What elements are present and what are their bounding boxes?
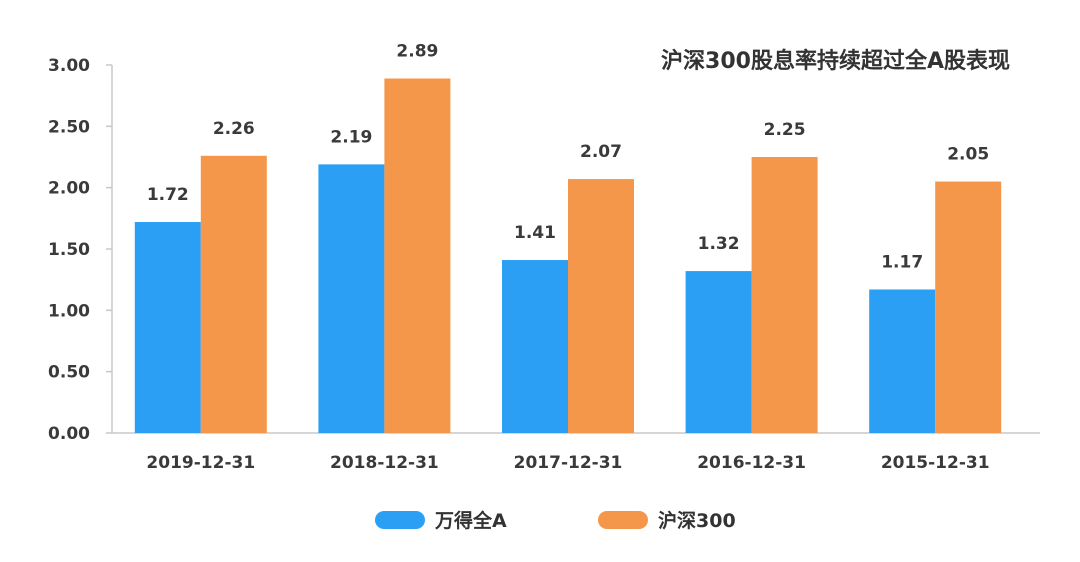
bar bbox=[318, 164, 385, 434]
axes: 0.00 0.50 1.00 1.50 2.00 2.50 3.00 2019-12-31 20… bbox=[48, 56, 1040, 473]
y-tick-label: 1.00 bbox=[48, 301, 90, 321]
x-tick-label: 2015-12-31 bbox=[881, 453, 990, 473]
y-tick-label: 0.00 bbox=[48, 424, 90, 444]
y-tick-label: 1.50 bbox=[48, 240, 90, 260]
data-label: 2.05 bbox=[947, 145, 989, 165]
bar bbox=[869, 289, 936, 433]
y-tick-label: 0.50 bbox=[48, 363, 90, 383]
bar bbox=[568, 179, 634, 433]
data-label: 2.89 bbox=[396, 41, 438, 61]
bar bbox=[502, 260, 568, 433]
data-label: 2.19 bbox=[330, 127, 372, 147]
data-label: 2.25 bbox=[764, 120, 806, 140]
bar bbox=[384, 78, 451, 433]
data-label: 1.72 bbox=[147, 185, 189, 205]
data-label: 1.32 bbox=[698, 234, 740, 254]
data-label: 2.07 bbox=[580, 142, 622, 162]
legend-swatch bbox=[598, 511, 648, 529]
data-label: 1.17 bbox=[881, 252, 923, 272]
x-tick-label: 2016-12-31 bbox=[697, 453, 806, 473]
bar bbox=[935, 181, 1002, 433]
y-tick-label: 2.50 bbox=[48, 117, 90, 137]
x-tick-label: 2017-12-31 bbox=[514, 453, 623, 473]
y-tick-label: 3.00 bbox=[48, 56, 90, 76]
bar bbox=[751, 157, 818, 433]
y-tick-label: 2.00 bbox=[48, 179, 90, 199]
bar bbox=[134, 222, 201, 433]
data-label: 2.26 bbox=[213, 119, 255, 139]
bars bbox=[134, 78, 1002, 434]
bar bbox=[200, 155, 267, 434]
legend-label: 万得全A bbox=[434, 509, 507, 532]
x-tick-label: 2018-12-31 bbox=[330, 453, 439, 473]
chart-title: 沪深300股息率持续超过全A股表现 bbox=[661, 48, 1010, 74]
data-label: 1.41 bbox=[514, 223, 556, 243]
legend-label: 沪深300 bbox=[658, 509, 736, 532]
data-labels: 1.72 2.26 2.19 2.89 1.41 2.07 1.32 2.25 1.17 2.05 bbox=[147, 41, 989, 272]
legend: 万得全A 沪深300 bbox=[375, 509, 736, 532]
x-tick-label: 2019-12-31 bbox=[146, 453, 255, 473]
bar bbox=[685, 271, 752, 433]
legend-swatch bbox=[375, 511, 425, 529]
